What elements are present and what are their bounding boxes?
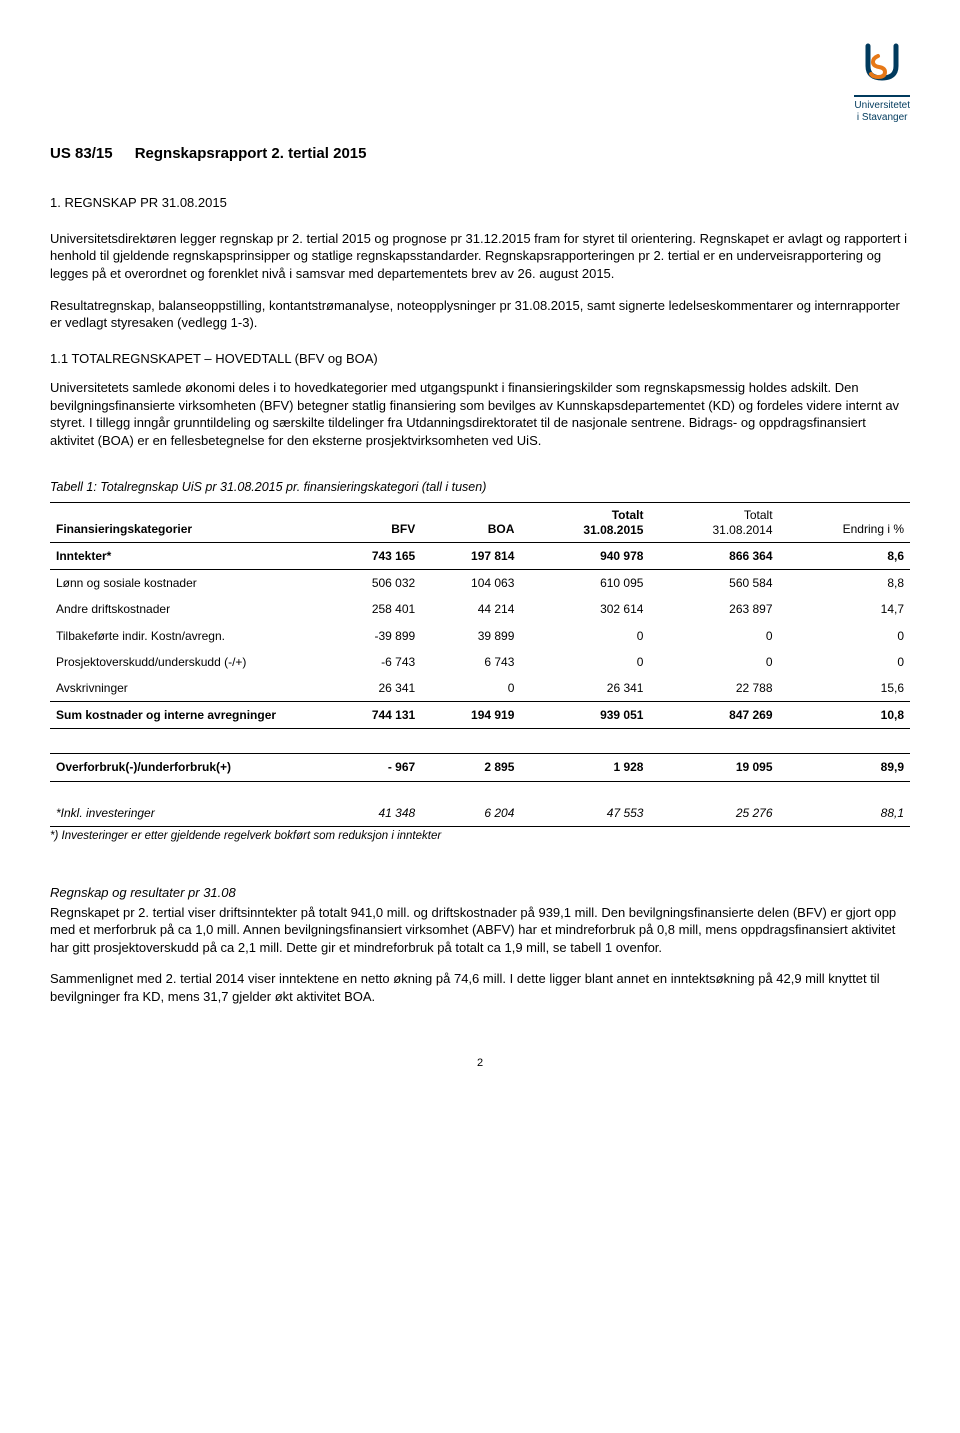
table-cell: Tilbakeførte indir. Kostn/avregn. — [50, 623, 322, 649]
table-cell: 8,8 — [779, 570, 910, 597]
table-cell: 104 063 — [421, 570, 520, 597]
table-cell: 560 584 — [649, 570, 778, 597]
table-cell: 610 095 — [520, 570, 649, 597]
table-row: *Inkl. investeringer41 3486 20447 55325 … — [50, 800, 910, 827]
table-cell: 22 788 — [649, 675, 778, 702]
table-row: Tilbakeførte indir. Kostn/avregn.-39 899… — [50, 623, 910, 649]
logo-text: Universitetet i Stavanger — [854, 95, 910, 124]
table-cell: - 967 — [322, 754, 421, 781]
section-1-1-heading: 1.1 TOTALREGNSKAPET – HOVEDTALL (BFV og … — [50, 350, 910, 368]
paragraph-3: Universitetets samlede økonomi deles i t… — [50, 379, 910, 449]
table-cell: Lønn og sosiale kostnader — [50, 570, 322, 597]
paragraph-2: Resultatregnskap, balanseoppstilling, ko… — [50, 297, 910, 332]
table-cell: Prosjektoverskudd/underskudd (-/+) — [50, 649, 322, 675]
col-endring: Endring i % — [779, 503, 910, 543]
table-cell: 0 — [649, 649, 778, 675]
spacer-row — [50, 729, 910, 754]
table-cell: Sum kostnader og interne avregninger — [50, 702, 322, 729]
table-cell: 847 269 — [649, 702, 778, 729]
paragraph-1: Universitetsdirektøren legger regnskap p… — [50, 230, 910, 283]
table-cell: 44 214 — [421, 596, 520, 622]
table-cell: Andre driftskostnader — [50, 596, 322, 622]
table-cell: 15,6 — [779, 675, 910, 702]
table-cell: 744 131 — [322, 702, 421, 729]
table-cell: -6 743 — [322, 649, 421, 675]
table-row: Overforbruk(-)/underforbruk(+)- 9672 895… — [50, 754, 910, 781]
section-1-heading: 1. REGNSKAP PR 31.08.2015 — [50, 194, 910, 212]
table-cell: 258 401 — [322, 596, 421, 622]
table-cell: 866 364 — [649, 543, 778, 570]
table-header-row: Finansieringskategorier BFV BOA Totalt31… — [50, 503, 910, 543]
section1-title: REGNSKAP PR 31.08.2015 — [64, 195, 226, 210]
table-cell: 26 341 — [322, 675, 421, 702]
table-cell: 8,6 — [779, 543, 910, 570]
paragraph-4: Regnskapet pr 2. tertial viser driftsinn… — [50, 904, 910, 957]
col-bfv: BFV — [322, 503, 421, 543]
table-cell: 0 — [779, 649, 910, 675]
heading-title: Regnskapsrapport 2. tertial 2015 — [135, 145, 367, 162]
table-cell: 0 — [421, 675, 520, 702]
table-row: Avskrivninger26 341026 34122 78815,6 — [50, 675, 910, 702]
logo-line2: i Stavanger — [857, 112, 908, 123]
col-totalt-2014: Totalt31.08.2014 — [649, 503, 778, 543]
table-cell: 743 165 — [322, 543, 421, 570]
table-cell: 0 — [779, 623, 910, 649]
table-cell: 0 — [520, 649, 649, 675]
section-regnskap-head: Regnskap og resultater pr 31.08 — [50, 884, 910, 902]
table1-footnote: *) Investeringer er etter gjeldende rege… — [50, 829, 910, 845]
table-cell: 939 051 — [520, 702, 649, 729]
table-cell: 39 899 — [421, 623, 520, 649]
table-cell: 940 978 — [520, 543, 649, 570]
table-cell: 0 — [520, 623, 649, 649]
document-heading: US 83/15 Regnskapsrapport 2. tertial 201… — [50, 144, 910, 164]
table-cell: 25 276 — [649, 800, 778, 827]
table-cell: 10,8 — [779, 702, 910, 729]
table-cell: 6 743 — [421, 649, 520, 675]
header-logo-area: Universitetet i Stavanger — [50, 40, 910, 124]
table-cell: Avskrivninger — [50, 675, 322, 702]
heading-number: US 83/15 — [50, 145, 113, 162]
page-number: 2 — [50, 1056, 910, 1071]
table-cell: 47 553 — [520, 800, 649, 827]
table-cell: 2 895 — [421, 754, 520, 781]
table-cell: 194 919 — [421, 702, 520, 729]
table-cell: 89,9 — [779, 754, 910, 781]
table-row: Prosjektoverskudd/underskudd (-/+)-6 743… — [50, 649, 910, 675]
table-cell: 197 814 — [421, 543, 520, 570]
table-cell: 263 897 — [649, 596, 778, 622]
col-kategorier: Finansieringskategorier — [50, 503, 322, 543]
table-row: Inntekter*743 165197 814940 978866 3648,… — [50, 543, 910, 570]
table-row: Sum kostnader og interne avregninger744 … — [50, 702, 910, 729]
table-cell: 26 341 — [520, 675, 649, 702]
table-cell: -39 899 — [322, 623, 421, 649]
table-1: Finansieringskategorier BFV BOA Totalt31… — [50, 502, 910, 826]
table-cell: 19 095 — [649, 754, 778, 781]
col-boa: BOA — [421, 503, 520, 543]
section11-title: 1.1 TOTALREGNSKAPET – HOVEDTALL (BFV og … — [50, 351, 378, 366]
table-cell: *Inkl. investeringer — [50, 800, 322, 827]
table-row: Lønn og sosiale kostnader506 032104 0636… — [50, 570, 910, 597]
uis-logo-icon — [858, 40, 906, 88]
logo-line1: Universitetet — [854, 100, 910, 111]
table-cell: Inntekter* — [50, 543, 322, 570]
paragraph-5: Sammenlignet med 2. tertial 2014 viser i… — [50, 970, 910, 1005]
table-cell: 0 — [649, 623, 778, 649]
uis-logo: Universitetet i Stavanger — [854, 40, 910, 124]
table-row: Andre driftskostnader258 40144 214302 61… — [50, 596, 910, 622]
section1-number: 1. — [50, 195, 61, 210]
table-cell: 88,1 — [779, 800, 910, 827]
spacer-row — [50, 781, 910, 800]
col-totalt-2015: Totalt31.08.2015 — [520, 503, 649, 543]
table-cell: 6 204 — [421, 800, 520, 827]
table-cell: 41 348 — [322, 800, 421, 827]
table-cell: 1 928 — [520, 754, 649, 781]
table-cell: 506 032 — [322, 570, 421, 597]
table-cell: 302 614 — [520, 596, 649, 622]
table-cell: 14,7 — [779, 596, 910, 622]
table1-caption: Tabell 1: Totalregnskap UiS pr 31.08.201… — [50, 479, 910, 496]
table-cell: Overforbruk(-)/underforbruk(+) — [50, 754, 322, 781]
